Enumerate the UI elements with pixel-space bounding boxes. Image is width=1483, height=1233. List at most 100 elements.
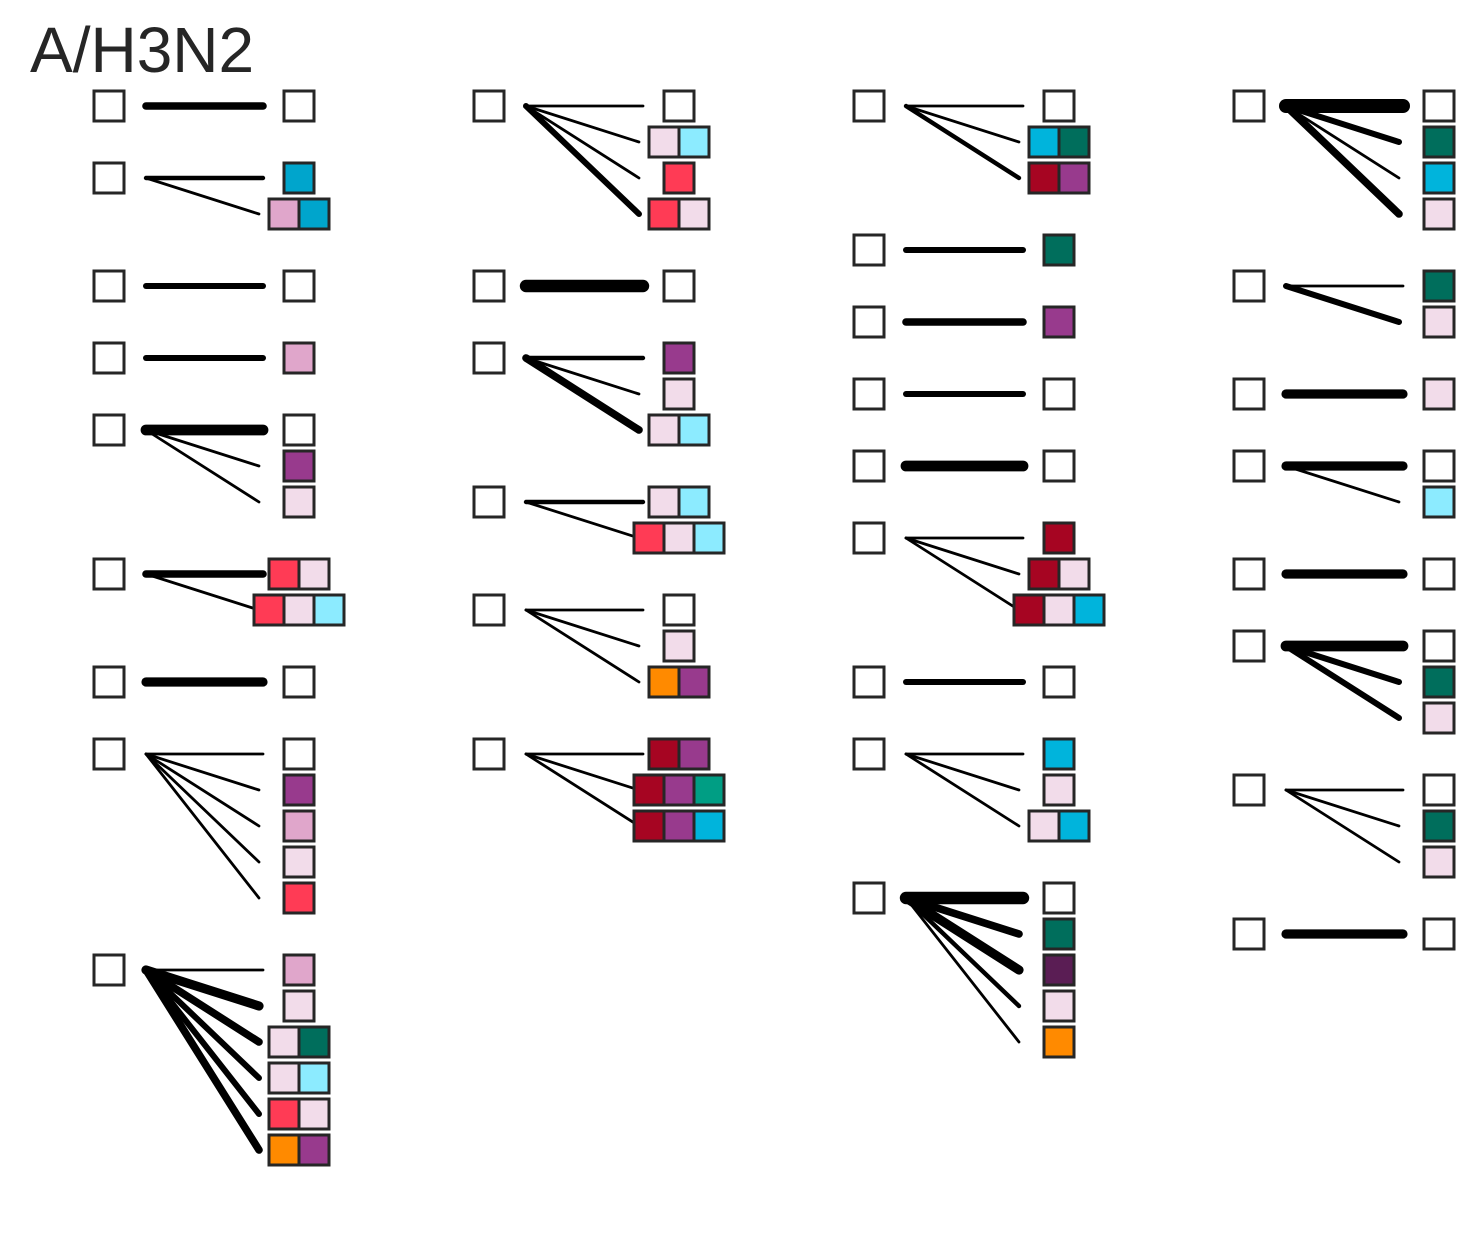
source-box <box>1232 917 1266 951</box>
target-box-orange <box>647 665 681 699</box>
transmission-edge <box>524 356 641 396</box>
target-box-pale-pink <box>282 485 316 519</box>
target-box-pale-pink <box>1057 557 1091 591</box>
transmission-edge <box>524 104 641 180</box>
transmission-edge <box>523 103 642 217</box>
target-box-teal <box>1422 269 1456 303</box>
target-box-light-cyan <box>677 485 711 519</box>
target-box-pale-pink <box>1422 377 1456 411</box>
transmission-edge <box>902 894 1023 938</box>
target-box-light-cyan <box>312 593 346 627</box>
target-box-empty <box>1422 449 1456 483</box>
source-box <box>472 485 506 519</box>
target-box-cyan <box>1072 593 1106 627</box>
source-box <box>1232 557 1266 591</box>
target-box-light-cyan <box>1422 485 1456 519</box>
target-box-empty <box>1422 629 1456 663</box>
target-box-red <box>267 557 301 591</box>
target-box-empty <box>1422 773 1456 807</box>
target-box-dark-red <box>632 773 666 807</box>
transmission-edge <box>903 895 1022 1009</box>
target-box-pale-pink <box>267 1061 301 1095</box>
transmission-edge <box>904 536 1021 576</box>
transmission-edge <box>1284 464 1401 504</box>
target-box-red <box>632 521 666 555</box>
source-box <box>92 413 126 447</box>
target-box-empty <box>282 665 316 699</box>
target-box-pale-pink <box>662 377 696 411</box>
transmission-edge <box>144 752 261 900</box>
target-box-light-cyan <box>677 125 711 159</box>
transmission-edge <box>144 176 261 216</box>
target-box-purple <box>677 665 711 699</box>
source-box <box>1232 269 1266 303</box>
target-box-pale-pink <box>1042 593 1076 627</box>
target-box-pale-pink <box>677 197 711 231</box>
transmission-edge <box>904 752 1021 792</box>
target-box-dark-red <box>632 809 666 843</box>
target-box-red <box>647 197 681 231</box>
transmission-edge <box>524 104 641 144</box>
source-box <box>852 737 886 771</box>
source-box <box>92 953 126 987</box>
transmission-edge <box>1283 643 1402 721</box>
target-box-purple <box>662 341 696 375</box>
target-box-light-cyan <box>297 1061 331 1095</box>
target-box-empty <box>1422 557 1456 591</box>
target-box-empty <box>282 89 316 123</box>
source-box <box>92 161 126 195</box>
target-box-cyan <box>1422 161 1456 195</box>
target-box-red <box>282 881 316 915</box>
target-box-pale-pink <box>282 845 316 879</box>
source-box <box>92 665 126 699</box>
target-box-empty <box>662 89 696 123</box>
source-box <box>472 593 506 627</box>
transmission-edge <box>524 752 641 828</box>
source-box <box>1232 89 1266 123</box>
target-box-pale-pink <box>1422 197 1456 231</box>
source-box <box>472 737 506 771</box>
target-box-light-pink <box>267 197 301 231</box>
target-box-dark-purple <box>1042 953 1076 987</box>
transmission-edge <box>144 752 261 792</box>
source-box <box>472 89 506 123</box>
target-box-teal <box>1422 809 1456 843</box>
target-box-empty <box>1042 89 1076 123</box>
target-box-empty <box>282 737 316 771</box>
target-box-purple <box>282 773 316 807</box>
source-box <box>92 737 126 771</box>
target-box-teal <box>1422 665 1456 699</box>
target-box-empty <box>1042 665 1076 699</box>
target-box-red <box>252 593 286 627</box>
source-box <box>1232 449 1266 483</box>
transmission-edge <box>1284 104 1401 180</box>
source-box <box>852 665 886 699</box>
target-box-empty <box>1422 917 1456 951</box>
target-box-purple <box>662 809 696 843</box>
target-box-pale-pink <box>1042 773 1076 807</box>
target-box-red <box>662 161 696 195</box>
target-box-pale-pink <box>1027 809 1061 843</box>
target-box-empty <box>1042 449 1076 483</box>
target-box-orange <box>1042 1025 1076 1059</box>
target-box-purple <box>297 1133 331 1167</box>
transmission-edge <box>524 608 641 648</box>
target-box-cyan <box>1042 737 1076 771</box>
transmission-edge <box>144 428 261 468</box>
target-box-teal <box>1057 125 1091 159</box>
source-box <box>852 449 886 483</box>
target-box-orange <box>267 1133 301 1167</box>
source-box <box>1232 377 1266 411</box>
transmission-edge <box>904 536 1021 612</box>
target-box-pale-pink <box>1422 305 1456 339</box>
target-box-pale-pink <box>662 629 696 663</box>
transmission-edge <box>903 103 1022 181</box>
target-box-pale-pink <box>297 1097 331 1131</box>
target-box-pale-pink <box>1422 701 1456 735</box>
source-box <box>92 89 126 123</box>
target-box-pale-pink <box>647 125 681 159</box>
target-box-light-cyan <box>692 521 726 555</box>
target-box-purple <box>1057 161 1091 195</box>
transmission-edge <box>524 752 641 792</box>
transmission-edge <box>522 354 643 434</box>
